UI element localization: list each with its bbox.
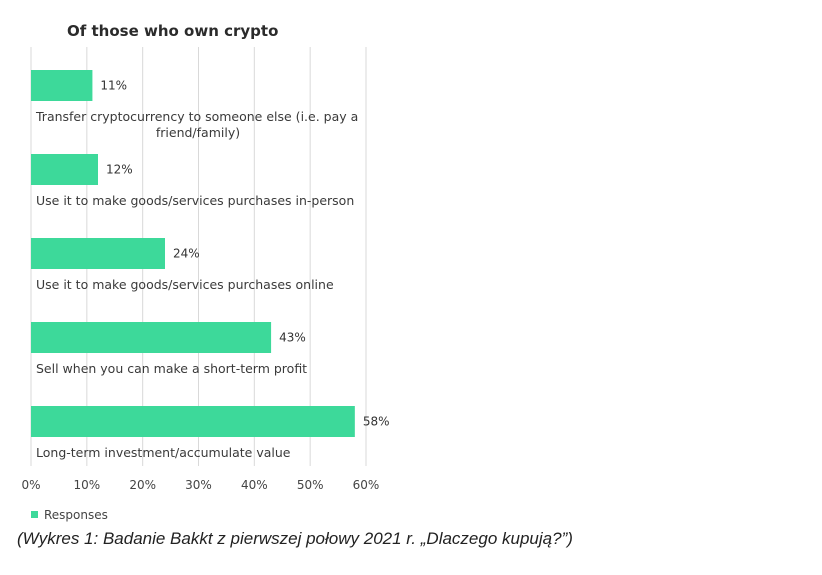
category-label: Transfer cryptocurrency to someone else … — [35, 109, 358, 124]
x-tick-label: 20% — [129, 478, 156, 492]
x-tick-label: 50% — [297, 478, 324, 492]
bar-chart: Of those who own crypto 11%12%24%43%58% … — [21, 22, 390, 522]
x-tick-label: 60% — [353, 478, 380, 492]
bar — [31, 238, 165, 269]
legend-label: Responses — [44, 508, 108, 522]
x-tick-label: 40% — [241, 478, 268, 492]
data-label: 58% — [363, 415, 390, 429]
category-label: friend/family) — [156, 125, 240, 140]
chart-container: Of those who own crypto 11% 12% 24% 43% 58% … — [21, 22, 390, 522]
x-tick-label: 0% — [21, 478, 40, 492]
category-label: Long-term investment/accumulate value — [36, 445, 291, 460]
data-label: 43% — [279, 331, 306, 345]
category-label: Use it to make goods/services purchases … — [36, 193, 354, 208]
data-label: 11% — [100, 79, 127, 93]
legend-swatch — [31, 511, 38, 518]
data-label: 24% — [173, 247, 200, 261]
bar — [31, 322, 272, 353]
chart-title: Of those who own crypto — [67, 22, 278, 40]
data-label: 12% — [106, 163, 133, 177]
bar — [31, 70, 93, 101]
bar — [31, 154, 98, 185]
x-tick-label: 10% — [73, 478, 100, 492]
category-labels: Transfer cryptocurrency to someone else … — [35, 109, 358, 460]
bars: 11% 12% 24% 43% 58% — [31, 70, 390, 437]
x-axis-ticks: 0% 10% 20% 30% 40% 50% 60% — [21, 478, 379, 492]
legend: Responses — [31, 508, 108, 522]
bar — [31, 406, 355, 437]
category-label: Sell when you can make a short-term prof… — [36, 361, 307, 376]
category-label: Use it to make goods/services purchases … — [36, 277, 334, 292]
figure-caption: (Wykres 1: Badanie Bakkt z pierwszej poł… — [17, 529, 573, 548]
x-tick-label: 30% — [185, 478, 212, 492]
